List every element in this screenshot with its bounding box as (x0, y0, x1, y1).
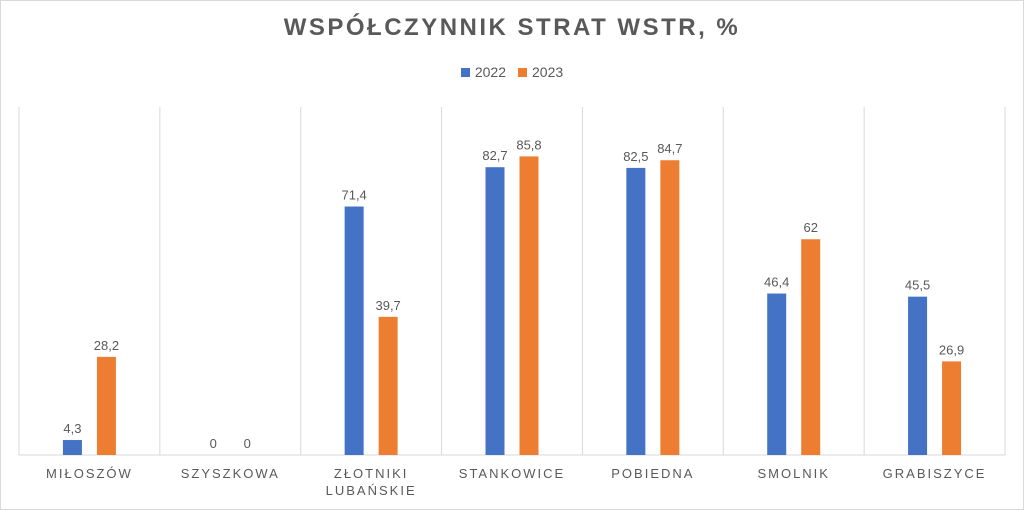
legend-swatch-2023 (518, 67, 527, 77)
data-label: 71,4 (341, 188, 366, 203)
x-tick-label: MIŁOSZÓW (46, 466, 133, 481)
bar-2023 (378, 316, 398, 455)
bar-2023 (660, 160, 680, 455)
data-label: 82,7 (482, 148, 507, 163)
legend-label-2023: 2023 (532, 64, 564, 80)
data-label: 45,5 (905, 278, 930, 293)
legend-item-2023: 2023 (518, 64, 563, 80)
data-label: 26,9 (939, 342, 964, 357)
bar-2022 (485, 167, 505, 456)
bar-2022 (908, 296, 928, 455)
legend-item-2022: 2022 (460, 64, 506, 80)
data-label: 28,2 (94, 338, 119, 353)
data-label: 62 (803, 220, 817, 235)
chart-title: WSPÓŁCZYNNIK STRAT WSTR, % (283, 14, 741, 41)
data-label: 4,3 (63, 421, 81, 436)
bar-2023 (519, 156, 539, 455)
chart-legend: 2022 2023 (0, 64, 1024, 80)
bar-2022 (767, 293, 787, 455)
data-label: 0 (244, 436, 251, 451)
bar-2022 (62, 440, 82, 455)
legend-swatch-2022 (460, 67, 470, 77)
x-tick-label: LUBAŃSKIE (326, 483, 417, 498)
data-label: 0 (210, 436, 217, 451)
bar-2023 (942, 361, 962, 455)
data-label: 85,8 (516, 137, 541, 152)
bar-2022 (344, 206, 364, 455)
x-tick-label: STANKOWICE (459, 466, 565, 481)
legend-label-2022: 2022 (474, 64, 506, 80)
x-tick-label: SMOLNIK (757, 466, 830, 481)
bar-2022 (626, 167, 646, 455)
data-label: 39,7 (375, 298, 400, 313)
x-tick-label: GRABISZYCE (883, 466, 987, 481)
x-tick-label: ZŁOTNIKI (334, 466, 409, 481)
data-label: 84,7 (657, 141, 682, 156)
bar-2023 (96, 356, 116, 455)
x-tick-label: POBIEDNA (611, 466, 694, 481)
data-label: 82,5 (623, 149, 648, 164)
data-label: 46,4 (764, 275, 789, 290)
bar-2023 (801, 239, 821, 455)
x-tick-label: SZYSZKOWA (181, 466, 280, 481)
